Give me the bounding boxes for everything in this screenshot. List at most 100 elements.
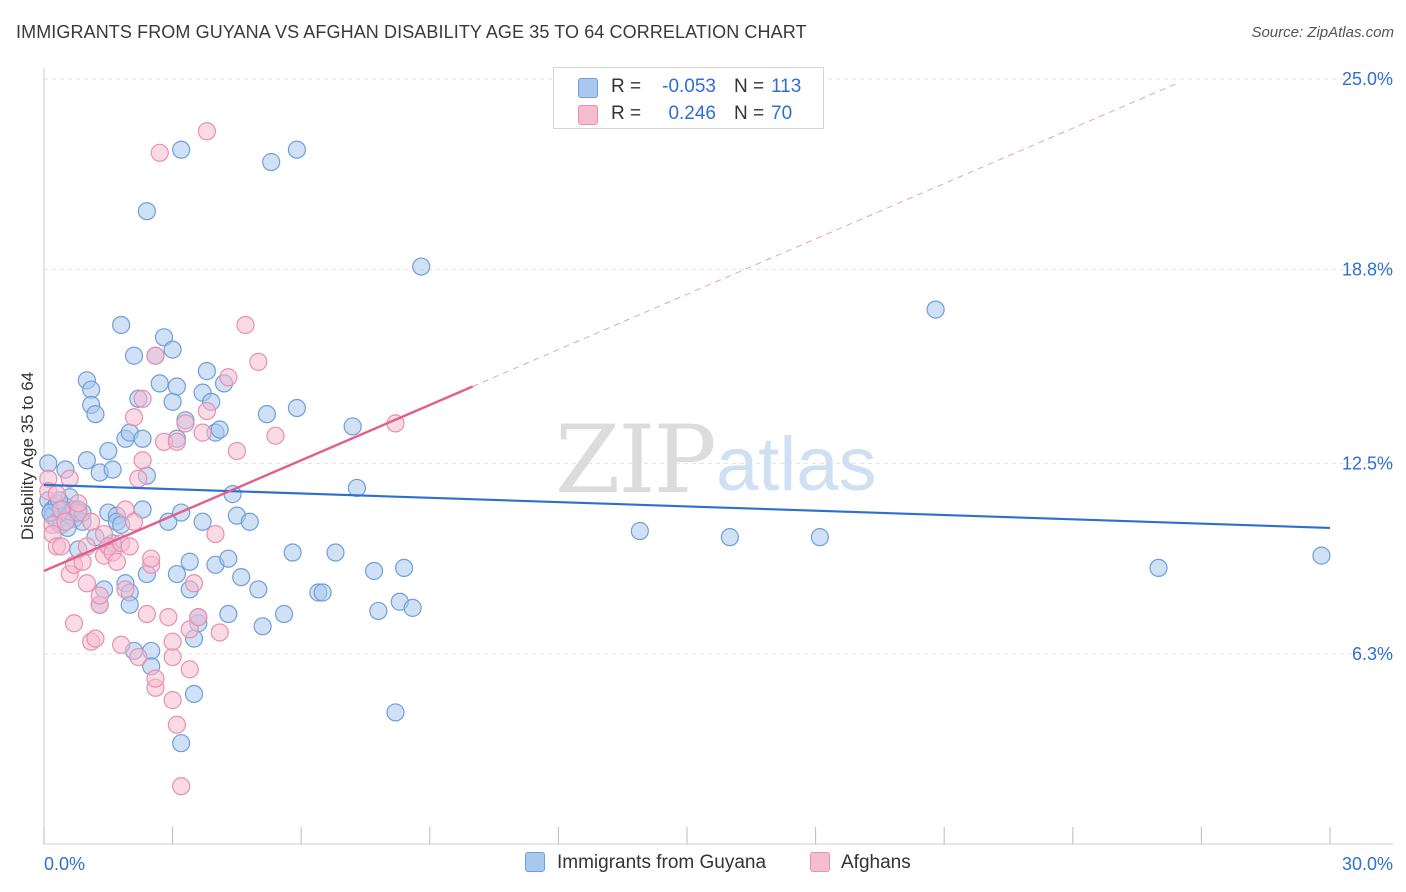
guyana-point-72 xyxy=(197,362,216,381)
y-tick-label-1: 12.5% xyxy=(1342,453,1393,473)
guyana-point-20 xyxy=(82,380,101,399)
y-tick-label-0: 6.3% xyxy=(1352,644,1393,664)
guyana-point-88 xyxy=(274,604,294,624)
trend-lines xyxy=(43,81,1331,573)
afghans-point-69 xyxy=(60,469,79,488)
afghans-point-55 xyxy=(180,660,199,679)
guyana-point-40 xyxy=(120,595,139,614)
guyana-point-109 xyxy=(1312,546,1331,565)
source-credit: Source: ZipAtlas.com xyxy=(1251,24,1394,41)
afghans-point-53 xyxy=(176,414,195,433)
guyana-point-18 xyxy=(77,451,96,470)
watermark: ZIP atlas xyxy=(555,406,877,515)
legend-row-afghans: R = 0.246 N = 70 xyxy=(554,100,823,128)
afghans-point-35 xyxy=(129,469,148,488)
guyana-point-55 xyxy=(163,392,182,411)
guyana-point-103 xyxy=(412,257,431,276)
afghans-point-44 xyxy=(150,143,169,162)
afghans-point-51 xyxy=(167,715,186,734)
afghans-point-37 xyxy=(133,451,152,470)
guyana-point-106 xyxy=(810,528,829,547)
afghans-point-19 xyxy=(86,629,105,648)
legend-swatch-afghans xyxy=(810,852,830,872)
afghans-point-43 xyxy=(146,669,165,688)
afghans-point-56 xyxy=(184,574,204,593)
afghans-point-62 xyxy=(210,623,229,642)
guyana-point-52 xyxy=(150,374,169,393)
guyana-point-93 xyxy=(313,583,332,602)
guyana-point-78 xyxy=(219,604,238,624)
guyana-point-82 xyxy=(232,568,251,587)
guyana-point-59 xyxy=(167,564,186,584)
correlation-legend: R = -0.053 N = 113 R = 0.246 N = 70 xyxy=(553,67,824,129)
afghans-point-65 xyxy=(236,315,255,335)
gridlines xyxy=(44,78,1393,655)
afghans-point-33 xyxy=(124,408,144,427)
guyana-point-44 xyxy=(133,429,152,448)
afghans-point-32 xyxy=(124,512,144,531)
guyana-point-56 xyxy=(163,340,182,359)
guyana-point-76 xyxy=(210,420,229,439)
guyana-point-91 xyxy=(287,140,307,159)
guyana-point-83 xyxy=(240,512,259,531)
guyana-point-107 xyxy=(926,300,945,319)
afghans-point-31 xyxy=(120,537,139,556)
guyana-point-60 xyxy=(172,140,191,159)
afghans-point-38 xyxy=(137,604,156,624)
guyana-point-94 xyxy=(326,543,345,562)
afghans-point-13 xyxy=(69,494,88,513)
guyana-point-102 xyxy=(403,598,422,617)
n-label: N = xyxy=(734,76,765,97)
guyana-point-84 xyxy=(249,580,268,599)
guyana-point-98 xyxy=(369,601,388,621)
guyana-point-42 xyxy=(124,346,144,365)
afghans-point-54 xyxy=(180,620,199,639)
guyana-point-101 xyxy=(394,558,414,578)
afghans-point-48 xyxy=(163,632,182,651)
guyana-point-53 xyxy=(154,328,174,347)
guyana-point-85 xyxy=(253,617,272,636)
afghans-point-4 xyxy=(47,485,66,504)
guyana-point-48 xyxy=(137,202,156,221)
r-value: -0.053 xyxy=(662,76,716,97)
n-value: 70 xyxy=(771,103,793,124)
afghans-point-64 xyxy=(227,441,246,461)
legend-swatch-guyana xyxy=(525,852,545,872)
afghans-point-46 xyxy=(159,608,178,627)
guyana-point-62 xyxy=(172,734,191,753)
afghans-point-40 xyxy=(142,549,161,568)
afghans-point-63 xyxy=(219,368,238,387)
legend-label-guyana: Immigrants from Guyana xyxy=(557,852,767,873)
tick-labels: 6.3% 12.5% 18.8% 25.0% 0.0% 30.0% xyxy=(44,69,1393,874)
afghans-point-50 xyxy=(167,432,186,451)
afghans-point-8 xyxy=(56,512,75,531)
afghans-point-60 xyxy=(197,122,216,141)
afghans-point-41 xyxy=(146,346,165,365)
guyana-point-86 xyxy=(257,405,277,424)
trend-line-afghans xyxy=(43,385,474,573)
watermark-zip: ZIP xyxy=(555,406,715,515)
guyana-point-99 xyxy=(386,703,405,722)
legend-swatch-pink xyxy=(578,105,598,125)
r-value: 0.246 xyxy=(668,103,716,124)
watermark-atlas: atlas xyxy=(716,422,877,507)
r-label: R = xyxy=(611,76,642,97)
afghans-point-21 xyxy=(90,586,109,605)
guyana-point-108 xyxy=(1149,558,1168,578)
afghans-point-67 xyxy=(266,426,285,445)
afghans-point-17 xyxy=(82,512,101,531)
series-legend: Immigrants from Guyana Afghans xyxy=(0,850,1406,880)
r-label: R = xyxy=(611,103,642,124)
guyana-point-0 xyxy=(39,454,58,473)
afghans-point-59 xyxy=(197,401,216,421)
afghans-point-26 xyxy=(107,552,126,571)
trend-line-afghans-extension xyxy=(472,81,1181,387)
trend-line-guyana xyxy=(43,483,1331,530)
afghans-point-7 xyxy=(52,537,71,556)
guyana-point-22 xyxy=(86,405,105,424)
guyana-point-90 xyxy=(287,398,307,418)
legend-row-guyana: R = -0.053 N = 113 xyxy=(554,73,823,101)
afghans-point-11 xyxy=(64,614,84,633)
guyana-point-27 xyxy=(99,441,118,461)
